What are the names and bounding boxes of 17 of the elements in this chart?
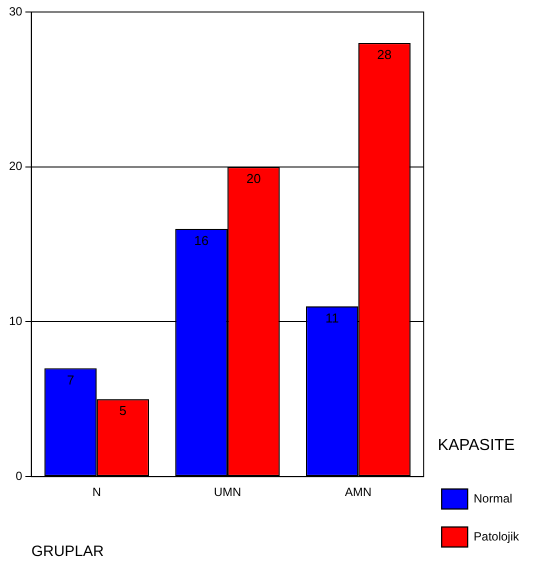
- data-label: 7: [66, 372, 74, 388]
- x-tick-label: UMN: [214, 485, 242, 500]
- y-tick-label: 30: [8, 4, 23, 18]
- legend-label: Patolojik: [474, 529, 520, 544]
- data-label: 11: [325, 310, 339, 326]
- legend-title: KAPASITE: [438, 437, 515, 454]
- x-tick-label: AMN: [344, 485, 372, 500]
- data-label: 28: [377, 47, 392, 62]
- y-tick-label: 20: [8, 159, 23, 174]
- legend-label: Normal: [474, 491, 512, 506]
- y-tick-label: 0: [16, 468, 23, 483]
- y-tick-label: 10: [8, 314, 23, 328]
- data-label: 16: [194, 232, 209, 248]
- data-label: 5: [119, 403, 126, 418]
- x-tick-label: N: [92, 485, 102, 500]
- data-label: 20: [246, 170, 261, 186]
- x-axis-title: GRUPLAR: [31, 543, 104, 560]
